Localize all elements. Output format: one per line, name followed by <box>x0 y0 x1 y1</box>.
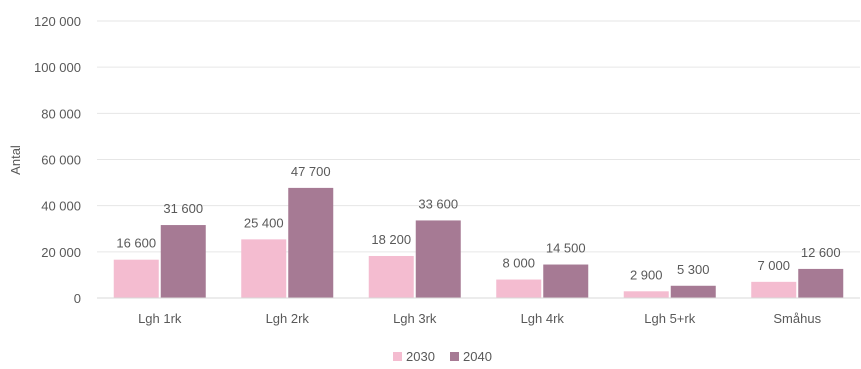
y-tick-labels: 0 20 000 40 000 60 000 80 000 100 000 120 000 <box>34 14 81 306</box>
legend-label-2030: 2030 <box>406 349 435 364</box>
data-label: 47 700 <box>291 164 331 179</box>
data-label: 31 600 <box>163 201 203 216</box>
category-label: Småhus <box>773 311 821 326</box>
data-label: 12 600 <box>801 245 841 260</box>
category-labels: Lgh 1rk Lgh 2rk Lgh 3rk Lgh 4rk Lgh 5+rk Småh… <box>138 311 822 326</box>
y-tick-label: 80 000 <box>41 106 81 121</box>
data-label: 5 300 <box>677 262 710 277</box>
data-label: 16 600 <box>116 236 156 251</box>
category-label: Lgh 4rk <box>521 311 565 326</box>
y-tick-label: 120 000 <box>34 14 81 29</box>
category-label: Lgh 1rk <box>138 311 182 326</box>
y-tick-label: 60 000 <box>41 153 81 168</box>
y-tick-label: 40 000 <box>41 199 81 214</box>
data-label: 8 000 <box>502 256 535 271</box>
legend: 2030 2040 <box>393 349 492 364</box>
data-label: 14 500 <box>546 241 586 256</box>
data-label: 33 600 <box>418 196 458 211</box>
bar-2040-sm-hus <box>798 268 844 298</box>
legend-swatch-2030 <box>393 352 402 361</box>
category-label: Lgh 3rk <box>393 311 437 326</box>
y-tick-label: 0 <box>74 291 81 306</box>
bar-2030-lgh-3rk <box>368 255 414 298</box>
gridlines <box>97 20 860 253</box>
bar-2030-lgh-1rk <box>113 259 159 298</box>
bar-2040-lgh-4rk <box>543 264 589 298</box>
data-label: 18 200 <box>371 232 411 247</box>
bar-2030-sm-hus <box>751 281 797 298</box>
y-tick-label: 100 000 <box>34 60 81 75</box>
bar-2030-lgh-5-rk <box>623 291 669 298</box>
bar-2040-lgh-1rk <box>160 225 206 298</box>
bar-2030-lgh-2rk <box>241 239 287 298</box>
data-label: 7 000 <box>757 258 790 273</box>
data-labels: 16 600 31 600 25 400 47 700 18 200 33 600 8 00… <box>116 164 840 282</box>
legend-label-2040: 2040 <box>463 349 492 364</box>
bar-2030-lgh-4rk <box>496 279 542 298</box>
data-label: 2 900 <box>630 267 663 282</box>
y-tick-label: 20 000 <box>41 245 81 260</box>
bar-2040-lgh-2rk <box>288 187 334 298</box>
legend-swatch-2040 <box>450 352 459 361</box>
category-label: Lgh 5+rk <box>644 311 695 326</box>
bars <box>113 187 844 298</box>
y-axis-label: Antal <box>8 145 23 175</box>
category-label: Lgh 2rk <box>266 311 310 326</box>
bar-2040-lgh-5-rk <box>670 285 716 298</box>
data-label: 25 400 <box>244 215 284 230</box>
bar-2040-lgh-3rk <box>415 220 461 298</box>
